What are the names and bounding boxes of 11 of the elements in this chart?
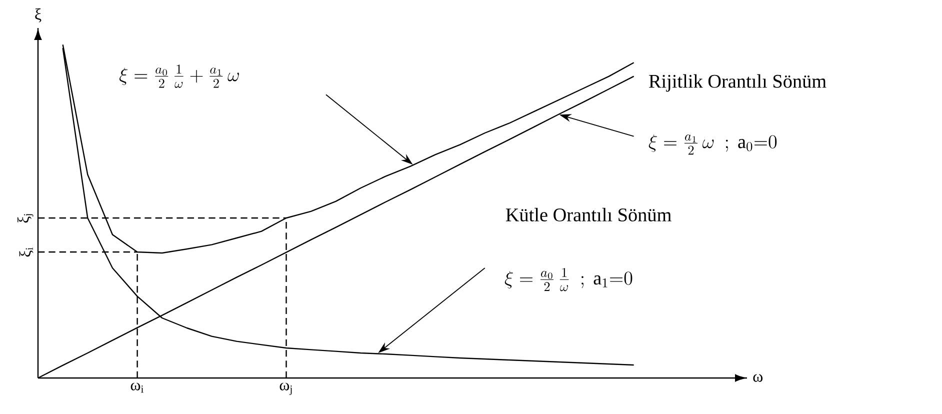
- ref-line-label: ξ$_{j}$: [17, 214, 34, 223]
- text: $\xi = \frac{a_1}{2}\,\omega\ \ ;\ \mathrm{a}_0{=}0$: [648, 134, 777, 155]
- ref-line-label: ξ$_{i}$: [19, 247, 34, 257]
- annotation: $\xi = \frac{a_0}{2}\,\frac{1}{\omega}\ \ ;\ \mathrm{a}_1{=}0$: [504, 268, 632, 292]
- x-tick-label: ω$_{i}$: [130, 382, 144, 393]
- annotation: $\xi = \frac{a_0}{2}\,\frac{1}{\omega} + \frac{a_1}{2}\,\omega$: [120, 64, 239, 88]
- series-label: Rijitlik Orantılı Sönüm: [648, 74, 826, 92]
- x-tick-label: ω$_{j}$: [280, 382, 292, 395]
- text: ξ: [35, 8, 42, 22]
- annotation: Kütle Orantılı Sönüm: [506, 208, 672, 222]
- text: ω: [753, 374, 763, 382]
